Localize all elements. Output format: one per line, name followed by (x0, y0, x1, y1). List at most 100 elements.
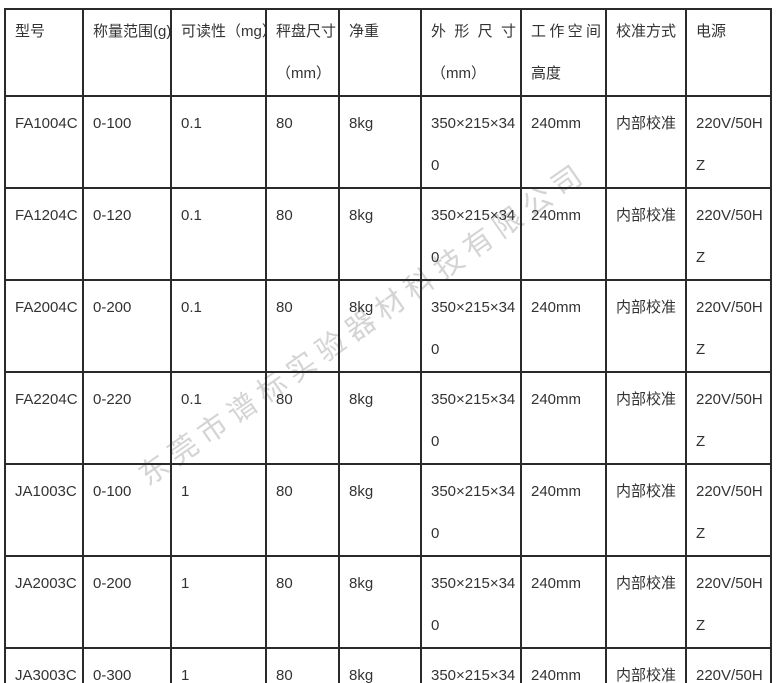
cell-text-line: 220V/50H (696, 667, 763, 683)
cell-text-line: Z (696, 617, 706, 634)
model-cell: FA2204C (4, 371, 84, 465)
cell-text-line: 0-100 (93, 483, 132, 500)
net-weight-cell: 8kg (338, 95, 422, 189)
cell-text-line: 350×215×34 (431, 667, 516, 683)
model-cell: FA2004C (4, 279, 84, 373)
cell-text-line: 240mm (531, 207, 582, 224)
readability-cell: 0.1 (170, 187, 267, 281)
workspace-height-cell: 240mm (520, 95, 607, 189)
workspace-height-cell: 240mm (520, 463, 607, 557)
model-cell: FA1204C (4, 187, 84, 281)
cell-text-line: （mm） (276, 65, 331, 82)
pan-size-cell: 80 (265, 463, 340, 557)
calibration-cell: 内部校准 (605, 187, 687, 281)
cell-text-line: Z (696, 341, 706, 358)
weighing-range-cell: 0-220 (82, 371, 172, 465)
cell-text-line: 0-200 (93, 299, 132, 316)
net-weight-cell: 8kg (338, 463, 422, 557)
cell-text-line: 0 (431, 157, 440, 174)
cell-text-line: 内部校准 (616, 483, 677, 500)
cell-text-line: 0.1 (181, 207, 202, 224)
cell-text-line: FA2204C (15, 391, 78, 408)
cell-text-line: 0-220 (93, 391, 132, 408)
column-header-workspace-height: 工作空间 高度 (520, 8, 607, 97)
cell-text-line: 内部校准 (616, 115, 677, 132)
cell-text-line: 电源 (696, 23, 727, 40)
cell-text-line: 240mm (531, 667, 582, 683)
pan-size-cell: 80 (265, 555, 340, 649)
weighing-range-cell: 0-200 (82, 279, 172, 373)
calibration-cell: 内部校准 (605, 463, 687, 557)
column-header-dimensions: 外形尺寸 （mm） (420, 8, 522, 97)
weighing-range-cell: 0-100 (82, 95, 172, 189)
cell-text-line: JA1003C (15, 483, 77, 500)
cell-text-line: Z (696, 525, 706, 542)
weighing-range-cell: 0-120 (82, 187, 172, 281)
cell-text-line: 0 (431, 525, 440, 542)
cell-text-line: 80 (276, 391, 293, 408)
cell-text-line: 80 (276, 667, 293, 683)
cell-text-line: 8kg (349, 299, 374, 316)
weighing-range-cell: 0-300 (82, 647, 172, 683)
cell-text-line: 220V/50H (696, 299, 763, 316)
calibration-cell: 内部校准 (605, 647, 687, 683)
cell-text-line: 校准方式 (616, 23, 677, 40)
dimensions-cell: 350×215×34 0 (420, 371, 522, 465)
spec-row-JA1003C: JA1003C 0-100 1 80 8kg 350×215×34 0 240mm 内部校准 22… (4, 463, 772, 557)
calibration-cell: 内部校准 (605, 555, 687, 649)
readability-cell: 0.1 (170, 371, 267, 465)
cell-text-line: JA3003C (15, 667, 77, 683)
pan-size-cell: 80 (265, 279, 340, 373)
table-header: 型号 称量范围(g) 可读性（mg） 秤盘尺寸 （mm） 净重 外形尺寸 （mm） 工作空间高度… (4, 8, 772, 97)
cell-text-line: 350×215×34 (431, 207, 516, 224)
column-header-pan-size: 秤盘尺寸 （mm） (265, 8, 340, 97)
spec-row-FA1004C: FA1004C 0-100 0.1 80 8kg 350×215×34 0 240mm 内部校准… (4, 95, 772, 189)
net-weight-cell: 8kg (338, 279, 422, 373)
cell-text-line: 220V/50H (696, 115, 763, 132)
pan-size-cell: 80 (265, 371, 340, 465)
model-cell: JA2003C (4, 555, 84, 649)
column-header-weighing-range: 称量范围(g) (82, 8, 172, 97)
cell-text-line: 称量范围(g) (93, 23, 171, 40)
cell-text-line: 240mm (531, 391, 582, 408)
power-cell: 220V/50H Z (685, 279, 772, 373)
cell-text-line: 0-300 (93, 667, 132, 683)
cell-text-line: 0 (431, 617, 440, 634)
pan-size-cell: 80 (265, 647, 340, 683)
workspace-height-cell: 240mm (520, 279, 607, 373)
cell-text-line: 内部校准 (616, 667, 677, 683)
cell-text-line: 350×215×34 (431, 299, 516, 316)
cell-text-line: 350×215×34 (431, 391, 516, 408)
cell-text-line: Z (696, 249, 706, 266)
cell-text-line: 0 (431, 433, 440, 450)
spec-row-FA2204C: FA2204C 0-220 0.1 80 8kg 350×215×34 0 240mm 内部校准… (4, 371, 772, 465)
cell-text-line: FA2004C (15, 299, 78, 316)
cell-text-line: 1 (181, 483, 190, 500)
dimensions-cell: 350×215×340 (420, 647, 522, 683)
readability-cell: 0.1 (170, 95, 267, 189)
column-header-net-weight: 净重 (338, 8, 422, 97)
column-header-power: 电源 (685, 8, 772, 97)
model-cell: JA1003C (4, 463, 84, 557)
cell-text-line: 80 (276, 115, 293, 132)
readability-cell: 0.1 (170, 279, 267, 373)
cell-text-line: 8kg (349, 207, 374, 224)
spec-row-JA2003C: JA2003C 0-200 1 80 8kg 350×215×34 0 240mm 内部校准 22… (4, 555, 772, 649)
weighing-range-cell: 0-200 (82, 555, 172, 649)
cell-text-line: 80 (276, 207, 293, 224)
column-header-model: 型号 (4, 8, 84, 97)
cell-text-line: 内部校准 (616, 575, 677, 592)
column-header-readability: 可读性（mg） (170, 8, 267, 97)
readability-cell: 1 (170, 463, 267, 557)
cell-text-line: 0-100 (93, 115, 132, 132)
cell-text-line: 型号 (15, 23, 46, 40)
